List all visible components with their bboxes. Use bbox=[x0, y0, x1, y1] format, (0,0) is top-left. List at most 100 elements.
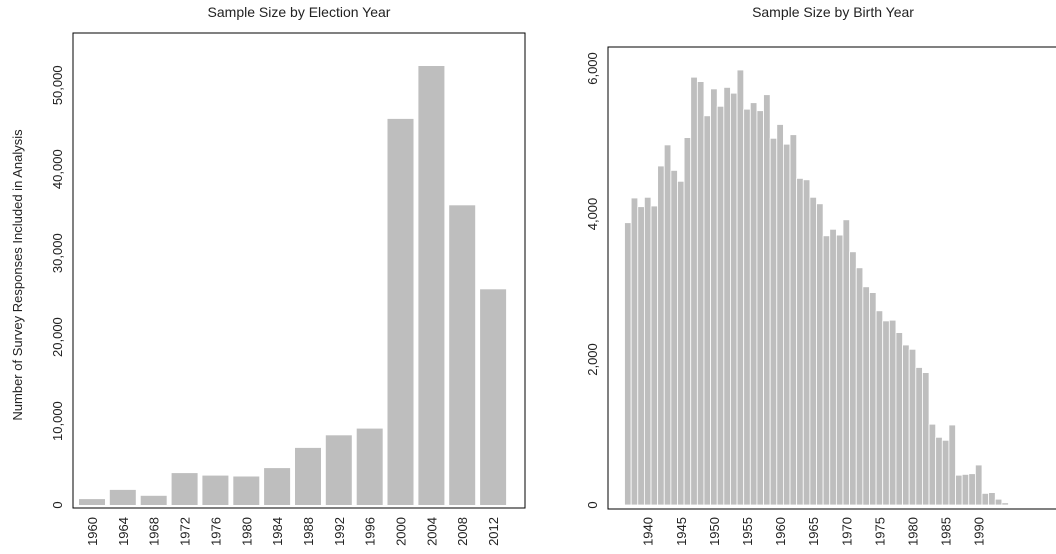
bar-1964 bbox=[802, 179, 811, 506]
x-tick-label: 1980 bbox=[906, 517, 921, 546]
y-tick-label: 0 bbox=[50, 501, 65, 508]
bar-1980 bbox=[233, 476, 260, 505]
bar-1957 bbox=[756, 110, 764, 506]
x-tick-label: 2012 bbox=[486, 517, 501, 546]
x-tick-label: 2000 bbox=[394, 517, 409, 546]
bar-1981 bbox=[915, 367, 923, 506]
bar-1991 bbox=[981, 492, 990, 506]
x-tick-label: 1964 bbox=[116, 517, 131, 546]
bar-1976 bbox=[202, 475, 229, 505]
bar-1962 bbox=[789, 134, 798, 506]
x-tick-label: 1960 bbox=[773, 517, 788, 546]
bar-1950 bbox=[710, 88, 718, 506]
bar-1978 bbox=[895, 332, 903, 506]
y-tick-labels: 0 10,000 20,000 30,000 40,000 50,000 bbox=[50, 65, 65, 508]
x-tick-label: 1990 bbox=[972, 517, 987, 546]
bar-group bbox=[624, 69, 1009, 506]
bar-2008 bbox=[449, 205, 476, 506]
bar-2012 bbox=[480, 289, 507, 505]
y-tick-labels: 0 2,000 4,000 6,000 bbox=[585, 52, 600, 508]
bar-1992 bbox=[325, 435, 352, 505]
bar-1994 bbox=[1001, 502, 1009, 506]
bar-1963 bbox=[796, 177, 804, 506]
bar-1977 bbox=[888, 319, 897, 506]
y-tick-label: 40,000 bbox=[50, 149, 65, 189]
bar-1958 bbox=[763, 94, 771, 506]
bar-1993 bbox=[994, 498, 1003, 506]
bar-1973 bbox=[862, 286, 870, 506]
chart-title: Sample Size by Birth Year bbox=[752, 4, 914, 20]
x-tick-labels: 1960 1964 1968 1972 1976 1980 1984 1988 1992 1996… bbox=[85, 517, 501, 546]
x-tick-label: 1984 bbox=[270, 517, 285, 546]
x-tick-label: 1996 bbox=[363, 517, 378, 546]
bar-1996 bbox=[356, 428, 383, 505]
bar-1964 bbox=[109, 489, 136, 505]
bar-1983 bbox=[928, 423, 937, 506]
bar-1954 bbox=[736, 69, 745, 506]
y-tick-label: 50,000 bbox=[50, 65, 65, 105]
bar-1974 bbox=[869, 292, 877, 506]
x-tick-label: 1955 bbox=[740, 517, 755, 546]
bar-1975 bbox=[875, 310, 884, 506]
x-tick-label: 1985 bbox=[939, 517, 954, 546]
x-tick-labels: 1940 1945 1950 1955 1960 1965 1970 1975 1980 1985… bbox=[641, 517, 987, 546]
panel-election-year: Sample Size by Election Year 0 10,000 20,0… bbox=[10, 4, 526, 546]
bar-1988 bbox=[295, 447, 321, 505]
chart-title: Sample Size by Election Year bbox=[208, 4, 391, 20]
y-tick-label: 4,000 bbox=[585, 198, 600, 231]
x-tick-label: 1992 bbox=[332, 517, 347, 546]
bar-1976 bbox=[882, 320, 890, 506]
x-tick-label: 1940 bbox=[641, 517, 656, 546]
bar-1937 bbox=[624, 222, 632, 506]
bar-1972 bbox=[855, 267, 864, 506]
bar-1949 bbox=[703, 115, 711, 506]
bar-1939 bbox=[637, 206, 645, 506]
bar-1992 bbox=[988, 492, 996, 506]
x-tick-label: 1976 bbox=[208, 517, 223, 546]
bar-1972 bbox=[171, 473, 198, 505]
bar-1945 bbox=[677, 180, 685, 506]
x-tick-label: 1970 bbox=[839, 517, 854, 546]
bar-1980 bbox=[908, 348, 917, 506]
bar-1943 bbox=[663, 144, 672, 506]
bar-2004 bbox=[418, 66, 445, 505]
bar-1947 bbox=[690, 76, 698, 506]
panel-birth-year: Sample Size by Birth Year 0 2,000 4,000 6,0… bbox=[585, 4, 1056, 546]
bar-1968 bbox=[829, 228, 837, 506]
bar-1971 bbox=[849, 251, 857, 506]
plot-frame bbox=[607, 46, 1056, 510]
bar-1985 bbox=[941, 439, 950, 506]
bar-1942 bbox=[657, 165, 665, 506]
bar-1948 bbox=[696, 81, 705, 506]
y-tick-label: 2,000 bbox=[585, 343, 600, 376]
bar-1956 bbox=[749, 102, 758, 506]
y-axis-label: Number of Survey Responses Included in A… bbox=[10, 129, 25, 421]
bar-1984 bbox=[935, 436, 943, 506]
bar-1970 bbox=[842, 219, 851, 506]
plot-frame bbox=[72, 32, 526, 509]
bar-1955 bbox=[743, 108, 751, 506]
y-tick-label: 10,000 bbox=[50, 401, 65, 441]
y-tick-label: 30,000 bbox=[50, 233, 65, 273]
bar-1941 bbox=[650, 205, 659, 506]
bar-1960 bbox=[776, 124, 784, 506]
bar-1938 bbox=[630, 197, 639, 506]
x-tick-label: 1965 bbox=[806, 517, 821, 546]
bar-1966 bbox=[816, 203, 824, 506]
bar-1967 bbox=[822, 235, 831, 506]
y-tick-label: 20,000 bbox=[50, 317, 65, 357]
x-tick-label: 1975 bbox=[872, 517, 887, 546]
x-tick-label: 2008 bbox=[455, 517, 470, 546]
bar-1953 bbox=[730, 92, 738, 506]
x-tick-label: 1980 bbox=[239, 517, 254, 546]
bar-1990 bbox=[974, 464, 983, 506]
bar-1960 bbox=[79, 499, 105, 505]
bar-1988 bbox=[961, 473, 970, 506]
bar-group bbox=[79, 66, 507, 506]
x-tick-label: 1960 bbox=[85, 517, 100, 546]
bar-1968 bbox=[140, 495, 167, 505]
bar-1965 bbox=[809, 196, 817, 506]
bar-1969 bbox=[835, 234, 844, 506]
